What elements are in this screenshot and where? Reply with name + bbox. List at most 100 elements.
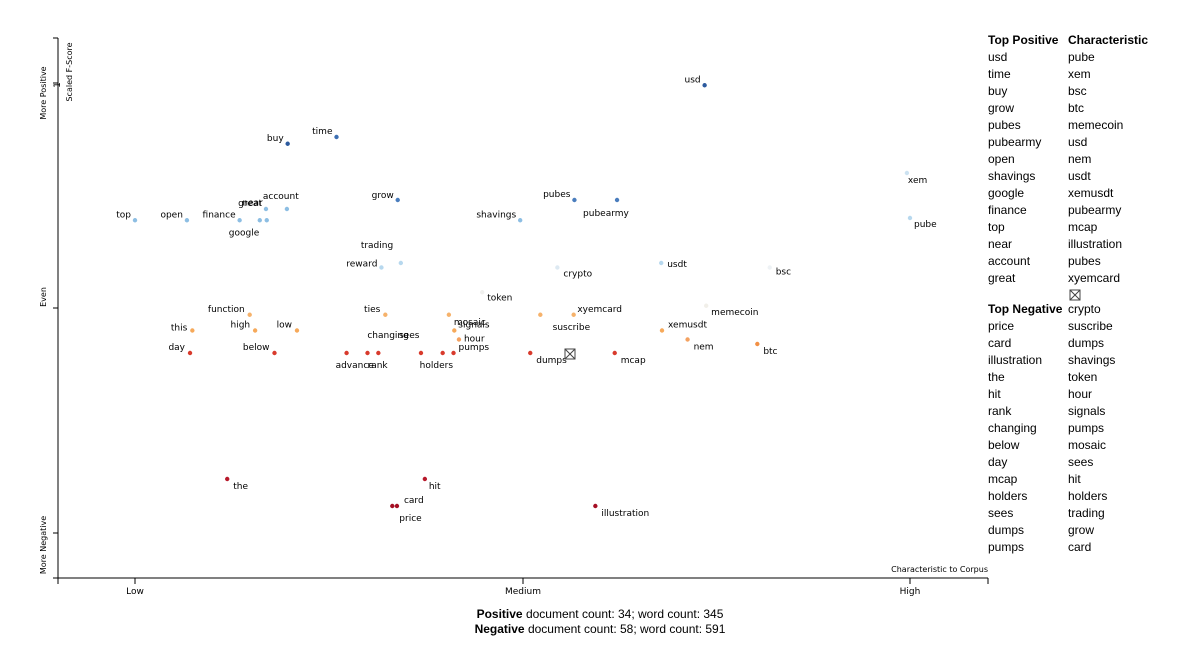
label-crypto[interactable]: crypto	[563, 270, 592, 280]
characteristic-item[interactable]: xem	[1068, 67, 1091, 81]
point-xyemcard[interactable]	[538, 312, 543, 317]
top-negative-item[interactable]: card	[988, 336, 1012, 350]
top-negative-item[interactable]: mcap	[988, 472, 1018, 486]
label-holders[interactable]: holders	[420, 361, 454, 371]
characteristic-item[interactable]: pubes	[1068, 254, 1101, 268]
label-day[interactable]: day	[168, 343, 185, 353]
point-btc[interactable]	[755, 341, 760, 347]
point-near[interactable]	[264, 218, 269, 223]
label-top[interactable]: top	[116, 210, 131, 220]
top-negative-item[interactable]: holders	[988, 489, 1028, 503]
label-rank[interactable]: rank	[368, 361, 389, 371]
characteristic-item[interactable]: btc	[1068, 101, 1085, 115]
point-below[interactable]	[272, 350, 277, 356]
top-negative-item[interactable]: day	[988, 455, 1008, 469]
label-token[interactable]: token	[487, 293, 512, 303]
label-usd[interactable]: usd	[685, 75, 701, 85]
top-positive-item[interactable]: open	[988, 152, 1015, 166]
point-time[interactable]	[334, 134, 339, 140]
point-dumps[interactable]	[528, 350, 533, 356]
label-mcap[interactable]: mcap	[621, 356, 646, 366]
label-xyemcard[interactable]: xyemcard	[577, 305, 622, 315]
characteristic-item[interactable]: suscribe	[1068, 319, 1113, 333]
label-dumps[interactable]: dumps	[536, 356, 567, 366]
top-positive-item[interactable]: google	[988, 186, 1025, 200]
point-pube[interactable]	[907, 215, 913, 221]
point-open[interactable]	[184, 218, 190, 223]
label-xem[interactable]: xem	[908, 176, 927, 186]
top-negative-item[interactable]: price	[988, 319, 1015, 333]
top-negative-item[interactable]: hit	[988, 387, 1001, 401]
point-function[interactable]	[247, 312, 252, 317]
point-bsc[interactable]	[767, 265, 772, 270]
top-negative-item[interactable]: below	[988, 438, 1020, 452]
label-xemusdt[interactable]: xemusdt	[668, 321, 707, 331]
label-ties[interactable]: ties	[364, 305, 381, 315]
label-google[interactable]: google	[229, 228, 260, 238]
label-changing[interactable]: changing	[367, 331, 409, 341]
top-positive-item[interactable]: account	[988, 254, 1031, 268]
point-shavings[interactable]	[517, 218, 523, 223]
point-changing[interactable]	[376, 350, 381, 356]
top-positive-item[interactable]: usd	[988, 50, 1008, 64]
label-high[interactable]: high	[231, 321, 251, 331]
characteristic-item[interactable]: crypto	[1068, 302, 1101, 316]
point-reward[interactable]	[379, 265, 384, 270]
characteristic-item[interactable]: illustration	[1068, 237, 1123, 251]
characteristic-item[interactable]: sees	[1068, 455, 1094, 469]
label-below[interactable]: below	[243, 343, 270, 353]
label-suscribe[interactable]: suscribe	[553, 323, 591, 333]
point-finance[interactable]	[237, 218, 242, 223]
label-this[interactable]: this	[171, 324, 188, 334]
label-bsc[interactable]: bsc	[776, 268, 791, 278]
top-positive-item[interactable]: top	[988, 220, 1005, 234]
top-positive-item[interactable]: great	[988, 271, 1016, 285]
characteristic-item[interactable]: nem	[1068, 152, 1092, 166]
point-high[interactable]	[252, 328, 258, 333]
top-negative-item[interactable]: rank	[988, 404, 1012, 418]
top-positive-item[interactable]: shavings	[988, 169, 1036, 183]
point-holders[interactable]	[440, 350, 445, 356]
label-mosaic[interactable]: mosaic	[454, 318, 486, 328]
label-near[interactable]: near	[242, 198, 263, 208]
label-pubearmy[interactable]: pubearmy	[583, 209, 629, 219]
top-positive-item[interactable]: finance	[988, 203, 1027, 217]
point-top[interactable]	[132, 218, 138, 223]
characteristic-item[interactable]: grow	[1068, 523, 1095, 537]
label-shavings[interactable]: shavings	[476, 210, 516, 220]
characteristic-item[interactable]: card	[1068, 540, 1092, 554]
point-the[interactable]	[225, 476, 230, 482]
point-ties[interactable]	[383, 312, 388, 317]
label-advance[interactable]: advance	[336, 361, 375, 371]
characteristic-item[interactable]: token	[1068, 370, 1098, 384]
top-positive-item[interactable]: pubearmy	[988, 135, 1042, 149]
characteristic-item[interactable]: usd	[1068, 135, 1088, 149]
characteristic-item[interactable]: mcap	[1068, 220, 1098, 234]
point-advance[interactable]	[344, 350, 349, 356]
top-negative-item[interactable]: sees	[988, 506, 1014, 520]
point-pumps[interactable]	[451, 350, 456, 356]
label-grow[interactable]: grow	[372, 191, 394, 201]
label-price[interactable]: price	[399, 514, 422, 524]
point-xemusdt[interactable]	[659, 328, 665, 333]
point-nem[interactable]	[685, 337, 690, 342]
characteristic-item[interactable]: pumps	[1068, 421, 1105, 435]
label-hour[interactable]: hour	[464, 335, 485, 345]
point-usd[interactable]	[702, 83, 707, 88]
point-sees[interactable]	[418, 350, 424, 356]
label-open[interactable]: open	[160, 210, 182, 220]
point-xem[interactable]	[904, 170, 910, 176]
point-account[interactable]	[284, 206, 290, 212]
point-grow[interactable]	[395, 197, 400, 203]
point-crypto[interactable]	[555, 265, 560, 270]
point-buy[interactable]	[285, 141, 290, 146]
label-reward[interactable]: reward	[346, 260, 377, 270]
point-token[interactable]	[480, 290, 485, 295]
top-positive-item[interactable]: grow	[988, 101, 1015, 115]
label-nem[interactable]: nem	[694, 343, 714, 353]
characteristic-item[interactable]: mosaic	[1068, 438, 1107, 452]
point-pubearmy[interactable]	[614, 197, 620, 203]
point-day[interactable]	[187, 350, 193, 356]
point-price[interactable]	[390, 503, 395, 509]
label-low[interactable]: low	[277, 321, 292, 331]
